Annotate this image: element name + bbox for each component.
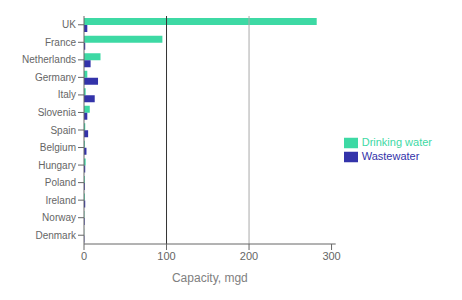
svg-text:Belgium: Belgium (40, 142, 76, 153)
svg-text:France: France (45, 37, 77, 48)
svg-text:300: 300 (322, 250, 340, 262)
svg-text:Netherlands: Netherlands (22, 54, 76, 65)
html-text:Drinking water: Drinking water (361, 135, 432, 148)
svg-text:Norway: Norway (42, 212, 76, 223)
svg-text:200: 200 (240, 250, 258, 262)
svg-text:Ireland: Ireland (45, 195, 76, 206)
svg-text:Italy: Italy (58, 89, 76, 100)
svg-text:Spain: Spain (50, 125, 76, 136)
svg-text:100: 100 (157, 250, 175, 262)
svg-text:Denmark: Denmark (35, 230, 77, 241)
svg-text:Poland: Poland (45, 177, 76, 188)
svg-text:UK: UK (62, 19, 76, 30)
svg-text:Capacity, mgd: Capacity, mgd (172, 271, 248, 285)
svg-text:0: 0 (81, 250, 87, 262)
svg-text:Slovenia: Slovenia (38, 107, 77, 118)
svg-text:Hungary: Hungary (38, 160, 76, 171)
html-text:Wastewater: Wastewater (361, 150, 420, 162)
svg-text:Germany: Germany (35, 72, 76, 83)
